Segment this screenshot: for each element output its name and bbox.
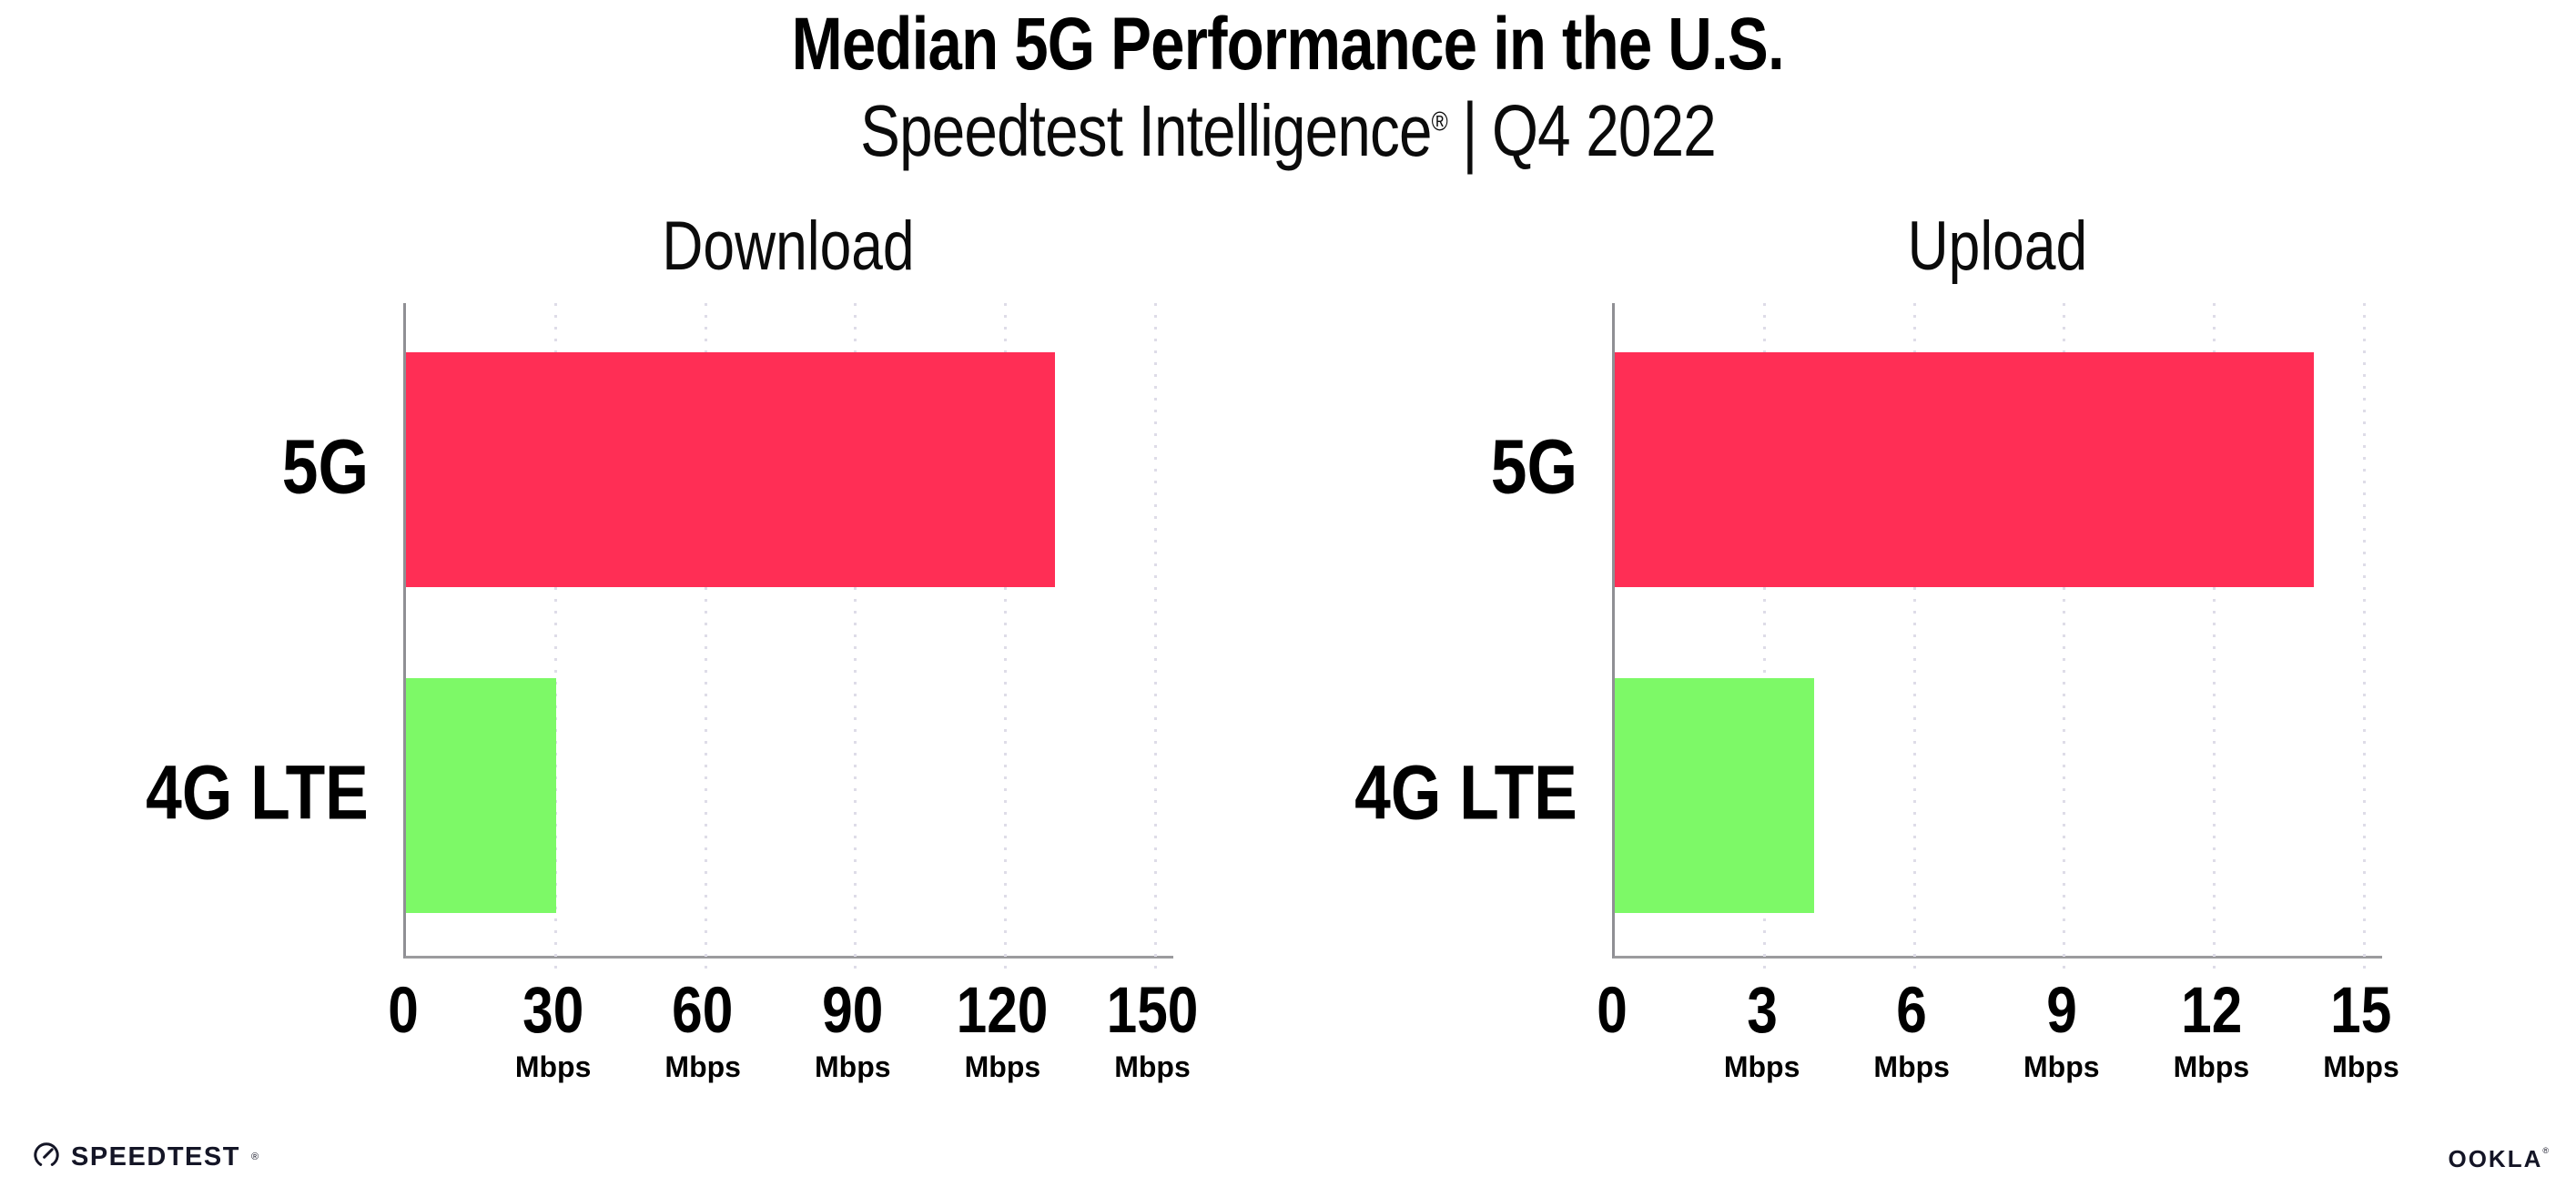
x-tick-3: 3 Mbps	[1724, 979, 1800, 1081]
tick-value: 0	[388, 975, 419, 1047]
x-tick-0: 0	[1594, 979, 1630, 1043]
gridline-60	[704, 303, 707, 975]
x-tick-0: 0	[385, 979, 421, 1043]
speedtest-logo: SPEEDTEST ®	[33, 1141, 259, 1173]
download-plot-area	[403, 303, 1173, 975]
tick-value: 30	[522, 975, 584, 1047]
tick-value: 12	[2180, 975, 2242, 1047]
gridline-12	[2212, 303, 2216, 975]
speedtest-registered-mark: ®	[250, 1151, 259, 1162]
tick-value: 90	[822, 975, 884, 1047]
x-tick-15: 15 Mbps	[2323, 979, 2399, 1081]
header: Median 5G Performance in the U.S. Speedt…	[0, 3, 2576, 175]
4g-lte-bar	[1615, 678, 1815, 913]
tick-value: 120	[957, 975, 1049, 1047]
x-tick-6: 6 Mbps	[1873, 979, 1950, 1081]
x-tick-120: 120 Mbps	[948, 979, 1056, 1081]
download-chart: Download 0 30 Mbps 60 Mbps 90 Mbps 120 Mbps 150 Mb…	[146, 212, 1198, 1082]
x-tick-90: 90 Mbps	[815, 979, 891, 1081]
x-tick-9: 9 Mbps	[2023, 979, 2100, 1081]
4g-lte-bar	[406, 678, 556, 913]
tick-value: 3	[1746, 975, 1778, 1047]
ookla-registered-mark: ®	[2542, 1146, 2549, 1155]
download-x-axis: 0 30 Mbps 60 Mbps 90 Mbps 120 Mbps 150 Mbps	[388, 979, 1198, 1124]
tick-value: 15	[2330, 975, 2392, 1047]
upload-chart: Upload 0 3 Mbps 6 Mbps 9 Mbps 12 Mbps 15 Mbps 5G 4G…	[1354, 212, 2399, 1082]
speedtest-wordmark: SPEEDTEST	[71, 1142, 240, 1172]
tick-unit: Mbps	[1114, 1050, 1191, 1083]
gridline-6	[1912, 303, 1916, 975]
tick-unit: Mbps	[2023, 1050, 2100, 1083]
subtitle-brand: Speedtest Intelligence	[860, 90, 1432, 171]
tick-unit: Mbps	[514, 1050, 592, 1083]
tick-value: 150	[1106, 975, 1199, 1047]
tick-value: 6	[1896, 975, 1927, 1047]
y-label-5g: 5G	[281, 423, 369, 510]
subtitle-separator: |	[1462, 86, 1477, 175]
gridline-9	[2063, 303, 2066, 975]
ookla-logo: OOKLA®	[2448, 1147, 2549, 1172]
gridline-90	[854, 303, 857, 975]
tick-unit: Mbps	[664, 1050, 741, 1083]
upload-plot-area	[1612, 303, 2382, 975]
page-title: Median 5G Performance in the U.S.	[791, 3, 1785, 86]
speedtest-gauge-icon	[33, 1141, 60, 1173]
x-tick-150: 150 Mbps	[1099, 979, 1206, 1081]
download-chart-title: Download	[662, 208, 915, 285]
y-label-4g-lte: 4G LTE	[146, 749, 369, 836]
x-tick-60: 60 Mbps	[664, 979, 741, 1081]
tick-value: 0	[1597, 975, 1628, 1047]
tick-unit: Mbps	[964, 1050, 1041, 1083]
page-subtitle: Speedtest Intelligence® | Q4 2022	[0, 86, 2576, 175]
tick-unit: Mbps	[2323, 1050, 2399, 1083]
5g-bar	[406, 352, 1056, 587]
tick-unit: Mbps	[1873, 1050, 1950, 1083]
gridline-120	[1003, 303, 1007, 975]
x-tick-30: 30 Mbps	[515, 979, 592, 1081]
y-label-4g-lte: 4G LTE	[1354, 749, 1577, 836]
tick-unit: Mbps	[2173, 1050, 2250, 1083]
gridline-3	[1763, 303, 1767, 975]
ookla-wordmark: OOKLA	[2448, 1145, 2543, 1172]
tick-unit: Mbps	[1723, 1050, 1800, 1083]
tick-value: 9	[2046, 975, 2077, 1047]
gridline-30	[554, 303, 558, 975]
5g-bar	[1615, 352, 2315, 587]
tick-value: 60	[672, 975, 734, 1047]
tick-unit: Mbps	[815, 1050, 891, 1083]
upload-x-axis: 0 3 Mbps 6 Mbps 9 Mbps 12 Mbps 15 Mbps	[1597, 979, 2399, 1124]
x-tick-12: 12 Mbps	[2174, 979, 2250, 1081]
subtitle-period: Q4 2022	[1491, 90, 1717, 171]
y-label-5g: 5G	[1490, 423, 1577, 510]
registered-mark: ®	[1431, 107, 1448, 137]
upload-chart-title: Upload	[1907, 208, 2087, 285]
gridline-15	[2362, 303, 2366, 975]
gridline-150	[1153, 303, 1157, 975]
